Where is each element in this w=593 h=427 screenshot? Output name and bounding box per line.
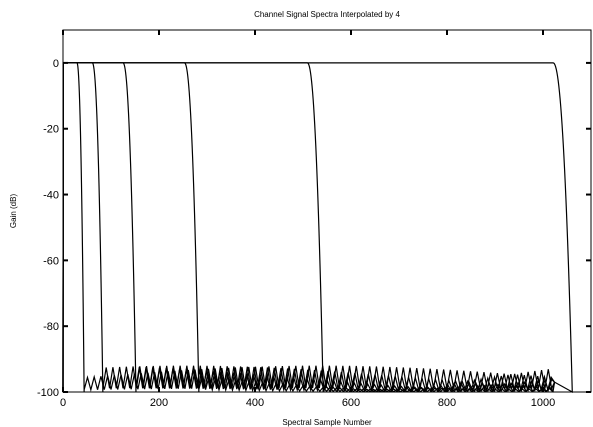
x-tick-label: 400	[246, 397, 264, 409]
x-axis-label: Spectral Sample Number	[282, 418, 372, 427]
y-tick-label: -40	[43, 190, 59, 202]
y-tick-label: 0	[53, 58, 59, 70]
tick-labels: 0 200 400 600 800 1000 0 -20 -40 -60 -80 -100	[37, 58, 555, 409]
y-tick-label: -80	[43, 321, 59, 333]
y-tick-label: -100	[37, 387, 59, 399]
series-curve-6	[62, 62, 573, 394]
series-curve-4	[62, 62, 555, 393]
series-curve-1	[62, 62, 556, 393]
x-tick-label: 200	[150, 397, 168, 409]
y-tick-label: -60	[43, 255, 59, 267]
plot-area-frame	[62, 29, 592, 393]
series-curve-3	[62, 62, 556, 393]
x-tick-label: 1000	[531, 397, 555, 409]
chart-title: Channel Signal Spectra Interpolated by 4	[254, 10, 400, 19]
series-curves	[62, 62, 573, 394]
y-axis-label: Gain (dB)	[9, 194, 18, 229]
axis-ticks	[62, 30, 591, 393]
x-tick-label: 600	[342, 397, 360, 409]
y-tick-label: -20	[43, 124, 59, 136]
series-curve-5	[62, 62, 556, 393]
series-curve-2	[62, 62, 556, 393]
x-tick-label: 800	[438, 397, 456, 409]
x-tick-label: 0	[60, 397, 66, 409]
